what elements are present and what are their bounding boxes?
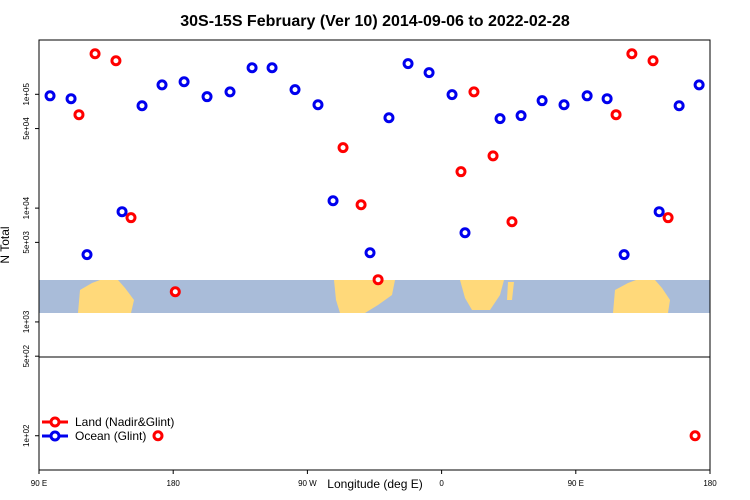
legend-label: Land (Nadir&Glint)	[75, 415, 174, 429]
land	[334, 280, 395, 313]
point	[65, 93, 77, 105]
y-tick-label: 1e+05	[22, 83, 31, 106]
x-tick-label: 180	[167, 479, 181, 488]
point	[246, 62, 258, 74]
land	[78, 280, 134, 313]
point	[515, 110, 527, 122]
point	[446, 89, 458, 101]
point	[536, 95, 548, 107]
x-tick-label: 90 E	[31, 479, 47, 488]
point	[266, 62, 278, 74]
point	[169, 286, 181, 298]
y-tick-label: 1e+04	[22, 196, 31, 219]
y-tick-label: 1e+02	[22, 424, 31, 447]
point	[653, 206, 665, 218]
point	[110, 55, 122, 67]
point	[178, 76, 190, 88]
land	[460, 280, 504, 310]
y-axis-label: N Total	[0, 226, 12, 263]
point	[364, 247, 376, 259]
y-tick-label: 5e+03	[22, 231, 31, 254]
point	[610, 109, 622, 121]
point	[673, 100, 685, 112]
plot-frame	[38, 39, 711, 471]
legend-marker	[49, 430, 61, 442]
point	[224, 86, 236, 98]
point	[459, 227, 471, 239]
point	[558, 99, 570, 111]
point	[455, 166, 467, 178]
point	[581, 90, 593, 102]
point	[312, 99, 324, 111]
point	[626, 48, 638, 60]
x-tick-label: 90 W	[298, 479, 317, 488]
point	[662, 212, 674, 224]
point	[44, 90, 56, 102]
x-tick-label: 180	[703, 479, 717, 488]
chart-title: 30S-15S February (Ver 10) 2014-09-06 to …	[180, 13, 570, 30]
point	[423, 67, 435, 79]
point	[337, 142, 349, 154]
y-tick-label: 1e+03	[22, 310, 31, 333]
point	[693, 79, 705, 91]
point	[402, 58, 414, 70]
x-tick-label: 0	[439, 479, 444, 488]
point	[89, 48, 101, 60]
point	[125, 212, 137, 224]
point	[372, 274, 384, 286]
point	[136, 100, 148, 112]
y-tick-label: 5e+04	[22, 117, 31, 140]
y-tick-label: 5e+02	[22, 344, 31, 367]
legend-marker	[49, 416, 61, 428]
point	[73, 109, 85, 121]
point	[468, 86, 480, 98]
point	[487, 150, 499, 162]
point	[647, 55, 659, 67]
land	[613, 280, 670, 313]
point	[494, 113, 506, 125]
point	[383, 112, 395, 124]
x-tick-label: 90 E	[568, 479, 584, 488]
point	[116, 206, 128, 218]
point	[355, 199, 367, 211]
point	[506, 216, 518, 228]
point	[618, 249, 630, 261]
land	[507, 282, 514, 300]
point	[201, 91, 213, 103]
legend-label: Ocean (Glint)	[75, 429, 146, 443]
point	[601, 93, 613, 105]
point	[289, 84, 301, 96]
map-strip	[39, 280, 710, 313]
point	[81, 249, 93, 261]
x-axis-label: Longitude (deg E)	[327, 477, 422, 491]
point	[156, 79, 168, 91]
point	[689, 430, 701, 442]
point	[327, 195, 339, 207]
point	[152, 430, 164, 442]
